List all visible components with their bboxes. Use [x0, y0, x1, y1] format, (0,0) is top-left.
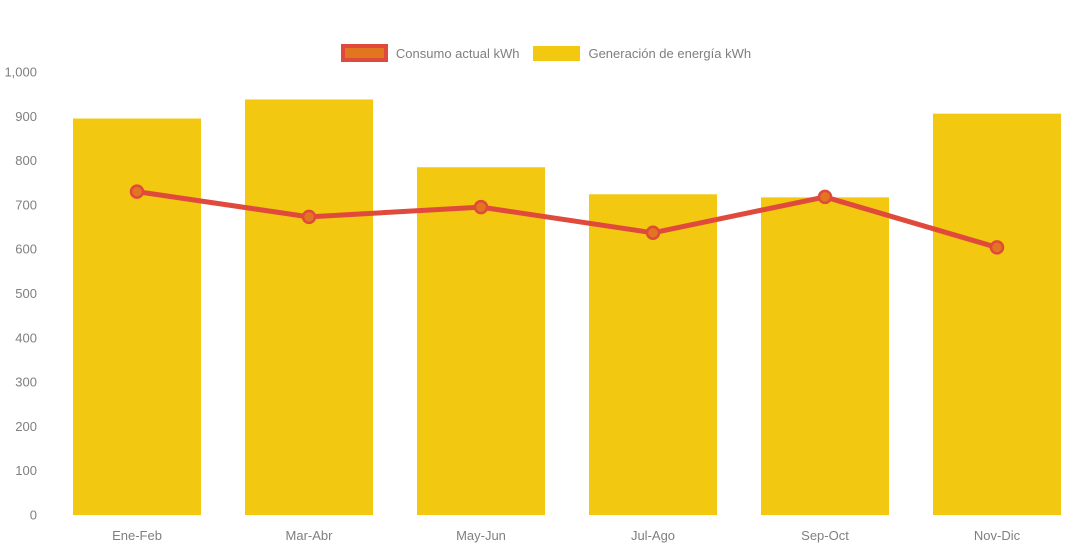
bar-Mar-Abr[interactable]: [245, 99, 373, 515]
data-point-May-Jun[interactable]: [473, 199, 489, 215]
x-axis-label-Ene-Feb: Ene-Feb: [112, 528, 162, 543]
x-axis-label-May-Jun: May-Jun: [456, 528, 506, 543]
y-axis-tick-label: 200: [15, 419, 37, 434]
legend-swatch-line-series: [340, 44, 388, 62]
data-point-Ene-Feb[interactable]: [129, 184, 145, 199]
data-point-Mar-Abr[interactable]: [301, 209, 317, 225]
y-axis-tick-label: 300: [15, 375, 37, 390]
y-axis-tick-label: 800: [15, 153, 37, 168]
x-axis-label-Sep-Oct: Sep-Oct: [801, 528, 849, 543]
legend-item-generacion-energia[interactable]: Generación de energía kWh: [533, 45, 752, 61]
y-axis-tick-label: 500: [15, 286, 37, 301]
consumo-line[interactable]: [134, 189, 1000, 250]
legend-label-consumo-actual: Consumo actual kWh: [395, 45, 520, 61]
legend-item-consumo-actual[interactable]: Consumo actual kWh: [340, 44, 520, 62]
x-axis-label-Mar-Abr: Mar-Abr: [286, 528, 334, 543]
legend-label-generacion-energia: Generación de energía kWh: [588, 45, 752, 61]
bar-May-Jun[interactable]: [417, 167, 545, 515]
bar-Jul-Ago[interactable]: [589, 194, 717, 515]
data-point-Jul-Ago[interactable]: [645, 225, 661, 241]
x-axis-label-Nov-Dic: Nov-Dic: [974, 528, 1021, 543]
y-axis-tick-label: 100: [15, 463, 37, 478]
bar-Sep-Oct[interactable]: [761, 197, 889, 515]
data-point-Nov-Dic[interactable]: [989, 240, 1005, 255]
y-axis-tick-label: 700: [15, 197, 37, 212]
data-point-Sep-Oct[interactable]: [817, 189, 833, 205]
x-axis-label-Jul-Ago: Jul-Ago: [631, 528, 675, 543]
bar-Ene-Feb[interactable]: [73, 118, 201, 515]
y-axis-tick-label: 900: [15, 109, 37, 124]
legend-swatch-bar-series: [533, 45, 581, 61]
y-axis-tick-label: 1,000: [4, 65, 37, 80]
bar-Nov-Dic[interactable]: [933, 113, 1061, 515]
y-axis-tick-label: 0: [30, 508, 37, 523]
y-axis-tick-label: 400: [15, 330, 37, 345]
y-axis-tick-label: 600: [15, 242, 37, 257]
chart-legend: Consumo actual kWh Generación de energía…: [0, 44, 1092, 62]
